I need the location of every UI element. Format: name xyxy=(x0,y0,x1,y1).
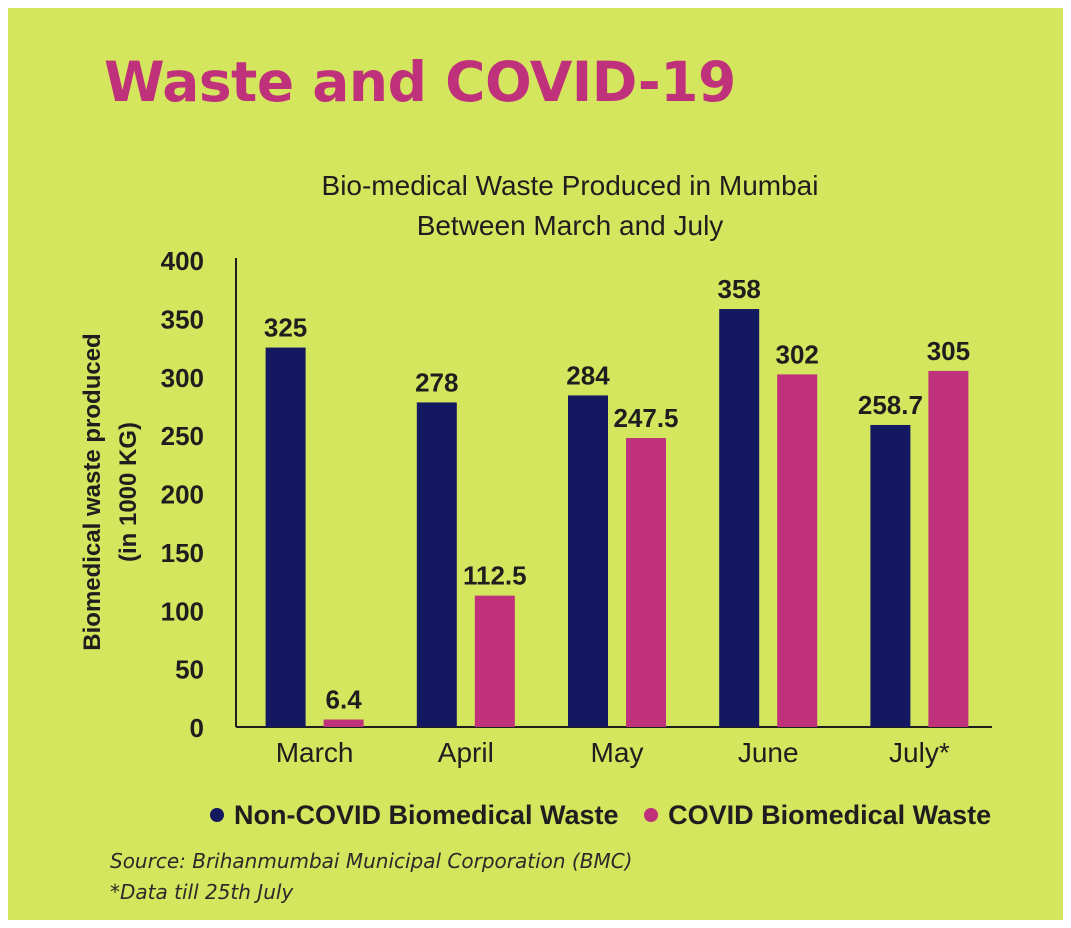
category-labels: March April May June July* xyxy=(276,737,950,768)
chart-title-line-2: Between March and July xyxy=(416,210,724,241)
y-tick-label: 100 xyxy=(161,596,204,626)
bar-covid xyxy=(323,719,364,727)
y-axis-title-line-1: Biomedical waste produced xyxy=(79,333,106,650)
value-label: 302 xyxy=(776,339,819,369)
x-category-label: July* xyxy=(889,737,950,768)
value-label: 247.5 xyxy=(613,403,678,433)
value-label: 258.7 xyxy=(858,390,923,420)
x-category-label: May xyxy=(591,737,644,768)
bar-covid xyxy=(626,438,666,727)
bar-non-covid xyxy=(568,395,608,727)
chart-title: Bio-medical Waste Produced in Mumbai Bet… xyxy=(320,166,820,246)
y-tick-label: 150 xyxy=(161,538,204,568)
y-tick-label: 0 xyxy=(190,713,204,743)
footnotes: Source: Brihanmumbai Municipal Corporati… xyxy=(110,846,632,908)
bar-non-covid xyxy=(416,402,457,727)
value-label: 305 xyxy=(927,336,970,366)
bar-covid xyxy=(928,370,969,727)
chart-title-line-1: Bio-medical Waste Produced in Mumbai xyxy=(321,170,819,201)
data-note: *Data till 25th July xyxy=(110,880,294,904)
y-tick-label: 250 xyxy=(161,421,204,451)
legend-label-non-covid: Non-COVID Biomedical Waste xyxy=(234,799,619,830)
y-axis-ticks: 0 50 100 150 200 250 300 350 400 xyxy=(161,246,204,743)
value-label: 6.4 xyxy=(326,685,363,715)
bar-non-covid xyxy=(265,347,306,727)
headline: Waste and COVID-19 xyxy=(104,50,736,114)
value-label: 325 xyxy=(264,313,307,343)
source-note: Source: Brihanmumbai Municipal Corporati… xyxy=(110,849,633,873)
y-axis-title: Biomedical waste produced (in 1000 KG) xyxy=(79,333,142,650)
x-category-label: April xyxy=(438,737,494,768)
y-tick-label: 200 xyxy=(161,480,204,510)
y-tick-label: 50 xyxy=(175,655,204,685)
legend-item-non-covid: Non-COVID Biomedical Waste xyxy=(210,800,619,831)
value-label: 358 xyxy=(718,274,761,304)
x-category-label: June xyxy=(738,737,799,768)
bar-covid xyxy=(474,595,515,727)
bars xyxy=(265,309,969,727)
legend: Non-COVID Biomedical Waste COVID Biomedi… xyxy=(210,798,1009,831)
x-category-label: March xyxy=(276,737,354,768)
bar-covid xyxy=(777,374,818,727)
value-label: 278 xyxy=(415,367,458,397)
y-axis-title-line-2: (in 1000 KG) xyxy=(115,422,142,562)
value-label: 112.5 xyxy=(463,561,527,591)
y-tick-label: 400 xyxy=(161,246,204,276)
bar-non-covid xyxy=(870,424,911,727)
y-tick-label: 350 xyxy=(161,304,204,334)
y-tick-label: 300 xyxy=(161,363,204,393)
legend-dot-covid xyxy=(644,808,659,822)
legend-label-covid: COVID Biomedical Waste xyxy=(668,799,992,830)
bar-non-covid xyxy=(719,309,760,727)
value-label: 284 xyxy=(566,360,610,390)
legend-item-covid: COVID Biomedical Waste xyxy=(644,800,991,831)
legend-dot-non-covid xyxy=(210,808,224,822)
